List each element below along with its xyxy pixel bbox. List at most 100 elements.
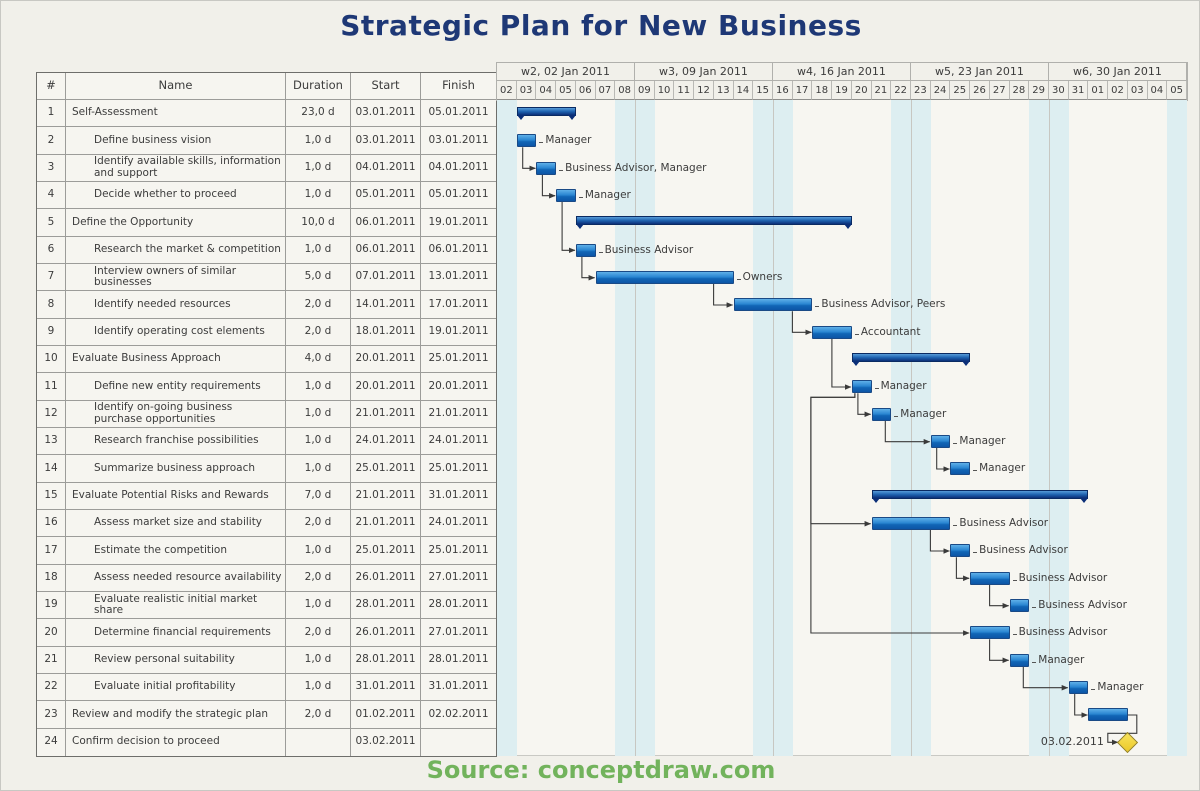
day-header-cell: 06 [575,81,596,100]
milestone-date-label: 03.02.2011 [1040,735,1104,749]
day-header-cell: 18 [812,81,833,100]
day-header-cell: 05 [556,81,576,100]
table-cell-duration: 2,0 d [286,509,351,538]
gantt-bar-task [556,188,576,202]
table-cell-num: 2 [37,127,66,155]
table-cell-start: 07.01.2011 [351,263,421,292]
table-cell-finish: 13.01.2011 [421,264,496,292]
bar-resource-label: Manager [953,435,1005,448]
day-header-cell: 01 [1088,81,1109,100]
table-cell-name: Identify operating cost elements [66,318,286,346]
table-cell-duration: 1,0 d [286,427,351,456]
table-cell-finish: 03.01.2011 [421,127,496,155]
table-cell-name: Interview owners of similar businesses [66,263,286,292]
day-header-cell: 12 [694,81,714,100]
bar-resource-label: Business Advisor [953,517,1048,530]
table-cell-finish: 25.01.2011 [421,346,496,374]
table-cell-name: Identify on-going business purchase oppo… [66,400,286,428]
table-cell-num: 24 [37,728,66,756]
table-cell-name: Identify needed resources [66,291,286,319]
table-cell-duration: 2,0 d [286,291,351,319]
table-cell-start: 03.02.2011 [351,728,421,756]
gantt-bar-task [851,380,872,394]
table-header-cell: Name [66,73,286,100]
table-cell-finish: 28.01.2011 [421,647,496,674]
table-cell-duration [286,728,351,756]
bar-resource-label: Business Advisor [973,544,1068,557]
table-cell-finish: 28.01.2011 [421,592,496,620]
gantt-bar-task [1088,708,1128,722]
table-cell-name: Self-Assessment [66,100,286,128]
table-cell-finish: 19.01.2011 [421,319,496,346]
gantt-bar-task [970,626,1010,640]
weekend-band [1048,100,1069,756]
weekend-band [497,100,517,756]
table-cell-finish: 25.01.2011 [421,455,496,483]
table-cell-num: 4 [37,181,66,210]
table-cell-duration: 7,0 d [286,482,351,510]
table-cell-num: 14 [37,455,66,483]
table-cell-start: 21.01.2011 [351,482,421,510]
table-cell-num: 19 [37,591,66,620]
table-cell-finish: 20.01.2011 [421,373,496,401]
table-cell-num: 22 [37,673,66,702]
table-cell-num: 21 [37,646,66,674]
table-cell-num: 10 [37,345,66,374]
dependency-arrow [936,448,950,472]
gantt-bar-task [950,544,971,558]
table-cell-finish: 17.01.2011 [421,291,496,319]
week-gridline [910,100,912,756]
day-header-cell: 05 [1167,81,1187,100]
gantt-bar-task [950,462,971,476]
weekend-band [615,100,635,756]
bar-resource-label: Business Advisor [1013,626,1108,639]
table-cell-name: Assess market size and stability [66,509,286,538]
table-cell-start: 03.01.2011 [351,100,421,128]
table-cell-name: Review personal suitability [66,646,286,674]
table-cell-start: 31.01.2011 [351,673,421,702]
table-cell-name: Review and modify the strategic plan [66,701,286,729]
dependency-arrow [522,147,536,172]
gantt-bar-task [575,243,596,257]
table-cell-finish: 06.01.2011 [421,237,496,264]
week-header-cell: w2, 02 Jan 2011 [497,63,635,81]
day-header-cell: 03 [516,81,537,100]
week-header-cell: w6, 30 Jan 2011 [1048,63,1187,81]
table-cell-duration: 10,0 d [286,209,351,237]
dependency-arrow [791,311,812,336]
bar-resource-label: Manager [1032,654,1084,667]
week-gridline [1048,100,1050,756]
gantt-bar-summary [851,352,971,366]
bar-resource-label: Manager [539,134,591,147]
table-cell-duration: 1,0 d [286,646,351,674]
table-cell-name: Assess needed resource availability [66,564,286,592]
table-header-cell: # [37,73,66,100]
table-cell-duration: 1,0 d [286,400,351,428]
dependency-arrow [989,584,1010,609]
dependency-arrow [831,338,852,390]
source-caption: Source: conceptdraw.com [426,756,776,784]
week-header-cell: w3, 09 Jan 2011 [634,63,773,81]
day-header-cell: 13 [713,81,734,100]
table-cell-name: Evaluate Business Approach [66,345,286,374]
week-gridline [772,100,774,756]
table-cell-num: 5 [37,209,66,237]
table-cell-num: 1 [37,100,66,128]
day-header-cell: 09 [634,81,655,100]
weekend-band [891,100,911,756]
table-cell-name: Evaluate initial profitability [66,673,286,702]
bar-resource-label: Business Advisor [1032,599,1127,612]
gantt-bar-task [970,571,1010,585]
dependency-arrow [541,174,556,199]
gantt-bar-task [733,298,813,312]
day-header-cell: 02 [1108,81,1128,100]
table-cell-finish: 05.01.2011 [421,182,496,210]
table-cell-name: Define business vision [66,127,286,155]
table-cell-duration: 4,0 d [286,345,351,374]
table-cell-name: Estimate the competition [66,537,286,565]
day-header-cell: 22 [891,81,911,100]
gantt-bar-task [1068,680,1089,694]
week-header-cell: w5, 23 Jan 2011 [910,63,1049,81]
table-cell-num: 16 [37,509,66,538]
table-cell-name: Evaluate realistic initial market share [66,591,286,620]
